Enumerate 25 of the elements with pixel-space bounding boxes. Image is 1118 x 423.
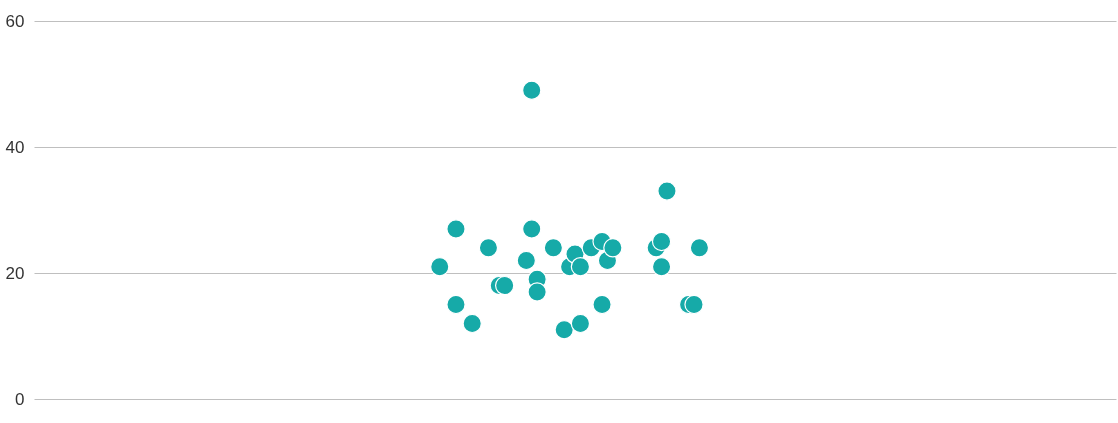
point: [446, 219, 466, 239]
point: [657, 181, 677, 201]
point: [522, 219, 542, 239]
point: [430, 257, 450, 277]
y-tick-label: 20: [5, 263, 25, 283]
point: [516, 250, 536, 271]
point: [689, 238, 710, 258]
point: [494, 275, 515, 296]
point: [592, 294, 612, 315]
point: [462, 313, 482, 334]
point: [554, 320, 574, 340]
point: [603, 238, 623, 258]
y-tick-label: 0: [15, 389, 25, 409]
y-tick-label: 60: [5, 11, 25, 31]
point: [651, 231, 672, 252]
point: [522, 80, 542, 100]
point: [446, 294, 466, 315]
point: [543, 238, 564, 258]
point: [651, 257, 672, 277]
y-tick-label: 40: [5, 137, 25, 157]
point: [570, 257, 591, 277]
point: [478, 238, 499, 258]
point: [684, 294, 704, 315]
point: [570, 313, 591, 334]
point: [527, 282, 547, 302]
